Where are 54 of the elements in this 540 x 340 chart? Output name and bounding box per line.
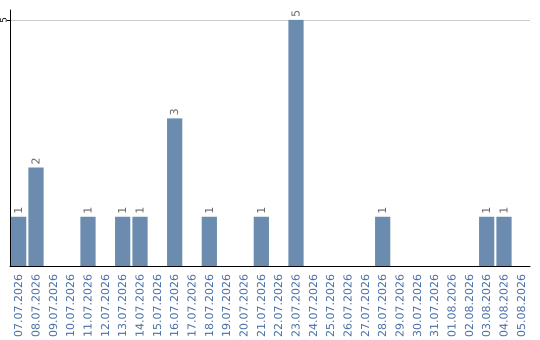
bar <box>11 216 26 266</box>
bar <box>254 216 269 266</box>
bar <box>202 216 217 266</box>
bar <box>132 216 148 266</box>
bar <box>167 118 182 266</box>
x-tick-label: 05.08.2026 <box>514 274 528 338</box>
x-tick-label: 28.07.2026 <box>376 274 390 338</box>
x-tick-label: 10.07.2026 <box>64 274 78 338</box>
x-tick-label: 14.07.2026 <box>134 274 146 338</box>
x-tick-label: 02.08.2026 <box>462 274 476 338</box>
data-label: 3 <box>168 108 182 116</box>
x-tick-label: 09.07.2026 <box>46 274 60 338</box>
bar <box>28 168 44 266</box>
bar <box>115 216 130 266</box>
x-tick-label: 12.07.2026 <box>98 274 112 338</box>
data-label: 1 <box>376 206 390 214</box>
x-tick-label: 21.07.2026 <box>254 274 268 338</box>
x-tick-label: 03.08.2026 <box>480 274 494 338</box>
x-tick-label: 08.07.2026 <box>30 274 42 338</box>
x-tick-label: 24.07.2026 <box>306 274 320 338</box>
x-tick-label: 13.07.2026 <box>116 274 130 338</box>
x-tick-label: 22.07.2026 <box>272 274 286 338</box>
x-tick-label: 11.07.2026 <box>82 274 94 338</box>
x-tick-label: 04.08.2026 <box>498 274 510 338</box>
x-tick-label: 01.08.2026 <box>446 274 458 338</box>
x-tick-label: 25.07.2026 <box>324 274 338 338</box>
x-tick-label: 27.07.2026 <box>358 274 372 338</box>
x-tick-label: 29.07.2026 <box>394 274 406 338</box>
data-label: 1 <box>116 206 130 214</box>
data-label: 1 <box>12 206 26 214</box>
data-label: 1 <box>480 206 494 214</box>
data-label: 5 <box>290 10 302 17</box>
x-tick-label: 20.07.2026 <box>238 274 250 338</box>
bar <box>496 216 512 266</box>
bar <box>288 20 304 266</box>
x-tick-label: 30.07.2026 <box>410 274 424 338</box>
x-tick-label: 31.07.2026 <box>428 274 442 338</box>
data-label: 2 <box>30 158 42 165</box>
x-tick-label: 18.07.2026 <box>202 274 216 338</box>
bar <box>375 216 390 266</box>
data-label: 1 <box>134 206 146 214</box>
data-label: 1 <box>498 206 510 214</box>
data-label: 1 <box>202 206 216 214</box>
bar <box>80 216 96 266</box>
x-tick-label: 17.07.2026 <box>186 274 198 338</box>
x-tick-label: 16.07.2026 <box>168 274 182 338</box>
x-tick-label: 19.07.2026 <box>220 274 234 338</box>
bar <box>479 216 494 266</box>
data-label: 1 <box>254 206 268 214</box>
x-tick-label: 26.07.2026 <box>342 274 354 338</box>
x-tick-label: 07.07.2026 <box>12 274 26 338</box>
x-tick-label: 23.07.2026 <box>290 274 302 338</box>
data-label: 1 <box>82 206 94 214</box>
x-tick-label: 15.07.2026 <box>150 274 164 338</box>
